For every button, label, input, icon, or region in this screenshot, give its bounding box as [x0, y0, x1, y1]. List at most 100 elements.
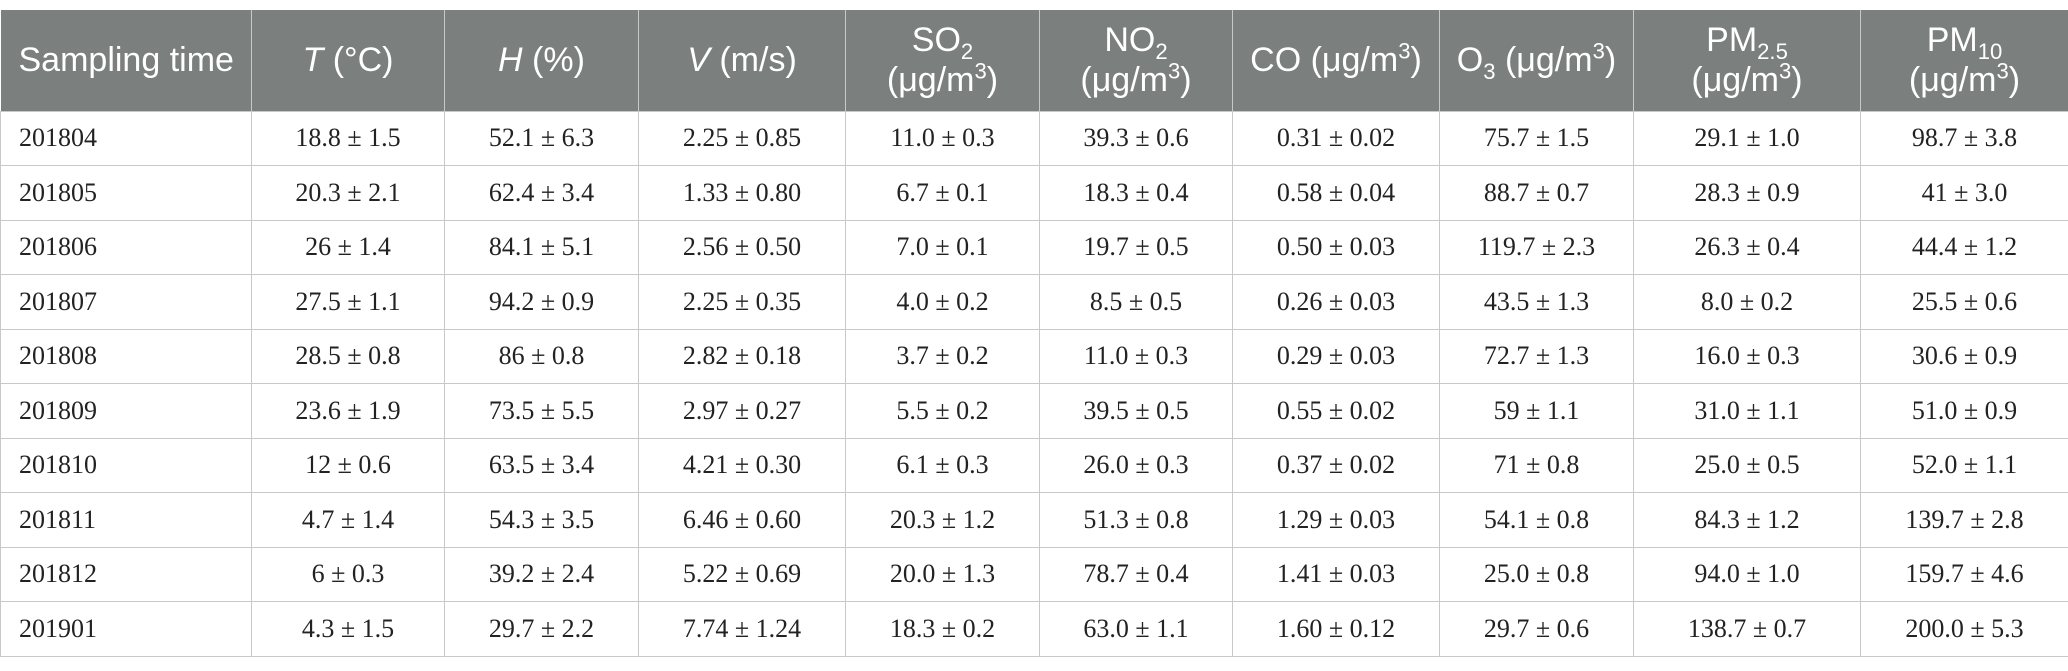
header-text: ) — [1604, 41, 1617, 80]
value-cell: 4.21 ± 0.30 — [638, 437, 846, 493]
value-cell: 39.5 ± 0.5 — [1039, 383, 1233, 439]
value-cell: 11.0 ± 0.3 — [1039, 328, 1233, 384]
header-text: (°C) — [323, 41, 394, 80]
table-row: 201808 28.5 ± 0.8 86 ± 0.8 2.82 ± 0.18 3.7 ±… — [0, 328, 2068, 384]
table-row: 201804 18.8 ± 1.5 52.1 ± 6.3 2.25 ± 0.85 11.… — [0, 110, 2068, 166]
header-cell: NO2 (μg/m3) — [1039, 10, 1233, 111]
value-cell: 7.74 ± 1.24 — [638, 601, 846, 657]
header-text: ) — [1410, 41, 1422, 80]
sampling-time-cell: 201901 — [0, 601, 252, 657]
header-cell: V (m/s) — [638, 10, 846, 111]
subscript: 2.5 — [1757, 39, 1788, 65]
table-row: 201805 20.3 ± 2.1 62.4 ± 3.4 1.33 ± 0.80 6.7… — [0, 165, 2068, 221]
value-cell: 72.7 ± 1.3 — [1439, 328, 1634, 384]
header-cell: CO (μg/m3) — [1232, 10, 1440, 111]
value-cell: 62.4 ± 3.4 — [444, 165, 639, 221]
header-text: NO — [1104, 21, 1156, 60]
value-cell: 18.8 ± 1.5 — [251, 110, 445, 166]
sampling-time-cell: 201805 — [0, 165, 252, 221]
value-cell: 0.58 ± 0.04 — [1232, 165, 1440, 221]
sampling-time-cell: 201812 — [0, 546, 252, 602]
value-cell: 20.3 ± 1.2 — [845, 492, 1040, 548]
header-text: ) — [986, 61, 999, 100]
header-text: Sampling time — [18, 41, 234, 80]
value-cell: 63.0 ± 1.1 — [1039, 601, 1233, 657]
table-row: 201810 12 ± 0.6 63.5 ± 3.4 4.21 ± 0.30 6.1 ±… — [0, 437, 2068, 493]
value-cell: 73.5 ± 5.5 — [444, 383, 639, 439]
header-text: PM — [1926, 21, 1978, 60]
value-cell: 2.82 ± 0.18 — [638, 328, 846, 384]
value-cell: 6.46 ± 0.60 — [638, 492, 846, 548]
value-cell: 7.0 ± 0.1 — [845, 219, 1040, 275]
header-cell: Sampling time — [0, 10, 252, 111]
value-cell: 31.0 ± 1.1 — [1633, 383, 1861, 439]
value-cell: 25.0 ± 0.5 — [1633, 437, 1861, 493]
value-cell: 26.0 ± 0.3 — [1039, 437, 1233, 493]
value-cell: 0.29 ± 0.03 — [1232, 328, 1440, 384]
value-cell: 71 ± 0.8 — [1439, 437, 1634, 493]
header-row: Sampling time T (°C) H (%) V (m/s) SO2 (μg/m… — [0, 10, 2068, 111]
value-cell: 159.7 ± 4.6 — [1860, 546, 2068, 602]
italic-symbol: V — [687, 41, 710, 80]
header-cell: O3 (μg/m3) — [1439, 10, 1634, 111]
value-cell: 20.0 ± 1.3 — [845, 546, 1040, 602]
superscript: 3 — [1996, 58, 2009, 84]
value-cell: 5.5 ± 0.2 — [845, 383, 1040, 439]
value-cell: 6.7 ± 0.1 — [845, 165, 1040, 221]
superscript: 3 — [1778, 58, 1792, 84]
value-cell: 59 ± 1.1 — [1439, 383, 1634, 439]
header-cell: H (%) — [444, 10, 639, 111]
value-cell: 28.5 ± 0.8 — [251, 328, 445, 384]
header-text: O — [1456, 41, 1484, 80]
value-cell: 43.5 ± 1.3 — [1439, 274, 1634, 330]
value-cell: 18.3 ± 0.4 — [1039, 165, 1233, 221]
value-cell: 1.41 ± 0.03 — [1232, 546, 1440, 602]
header-text: PM — [1706, 21, 1758, 60]
value-cell: 11.0 ± 0.3 — [845, 110, 1040, 166]
header-text: (μg/m — [1691, 61, 1779, 100]
italic-symbol: H — [498, 41, 523, 80]
table-row: 201812 6 ± 0.3 39.2 ± 2.4 5.22 ± 0.69 20.0 ±… — [0, 546, 2068, 602]
table-container: Sampling time T (°C) H (%) V (m/s) SO2 (μg/m… — [0, 10, 2068, 657]
table-row: 201807 27.5 ± 1.1 94.2 ± 0.9 2.25 ± 0.35 4.0… — [0, 274, 2068, 330]
value-cell: 44.4 ± 1.2 — [1860, 219, 2068, 275]
value-cell: 30.6 ± 0.9 — [1860, 328, 2068, 384]
value-cell: 0.55 ± 0.02 — [1232, 383, 1440, 439]
header-text: (m/s) — [709, 41, 797, 80]
sampling-time-cell: 201804 — [0, 110, 252, 166]
sampling-time-cell: 201811 — [0, 492, 252, 548]
value-cell: 54.3 ± 3.5 — [444, 492, 639, 548]
sampling-time-cell: 201810 — [0, 437, 252, 493]
value-cell: 94.2 ± 0.9 — [444, 274, 639, 330]
value-cell: 0.26 ± 0.03 — [1232, 274, 1440, 330]
header-text: (μg/m — [1495, 41, 1593, 80]
value-cell: 94.0 ± 1.0 — [1633, 546, 1861, 602]
value-cell: 51.3 ± 0.8 — [1039, 492, 1233, 548]
header-text: CO (μg/m — [1250, 41, 1399, 80]
value-cell: 138.7 ± 0.7 — [1633, 601, 1861, 657]
header-text: (μg/m — [886, 61, 975, 100]
value-cell: 4.7 ± 1.4 — [251, 492, 445, 548]
header-text: (%) — [522, 41, 585, 80]
table-row: 201811 4.7 ± 1.4 54.3 ± 3.5 6.46 ± 0.60 20.3… — [0, 492, 2068, 548]
value-cell: 84.1 ± 5.1 — [444, 219, 639, 275]
value-cell: 3.7 ± 0.2 — [845, 328, 1040, 384]
value-cell: 0.37 ± 0.02 — [1232, 437, 1440, 493]
table-row: 201901 4.3 ± 1.5 29.7 ± 2.2 7.74 ± 1.24 18.3… — [0, 601, 2068, 657]
value-cell: 29.7 ± 2.2 — [444, 601, 639, 657]
value-cell: 2.25 ± 0.35 — [638, 274, 846, 330]
value-cell: 139.7 ± 2.8 — [1860, 492, 2068, 548]
value-cell: 4.0 ± 0.2 — [845, 274, 1040, 330]
subscript: 2 — [960, 39, 974, 65]
value-cell: 52.0 ± 1.1 — [1860, 437, 2068, 493]
value-cell: 18.3 ± 0.2 — [845, 601, 1040, 657]
value-cell: 6 ± 0.3 — [251, 546, 445, 602]
value-cell: 2.25 ± 0.85 — [638, 110, 846, 166]
value-cell: 8.0 ± 0.2 — [1633, 274, 1861, 330]
italic-symbol: T — [302, 41, 324, 80]
value-cell: 2.56 ± 0.50 — [638, 219, 846, 275]
header-cell: PM2.5 (μg/m3) — [1633, 10, 1861, 111]
superscript: 3 — [1167, 58, 1181, 84]
value-cell: 98.7 ± 3.8 — [1860, 110, 2068, 166]
